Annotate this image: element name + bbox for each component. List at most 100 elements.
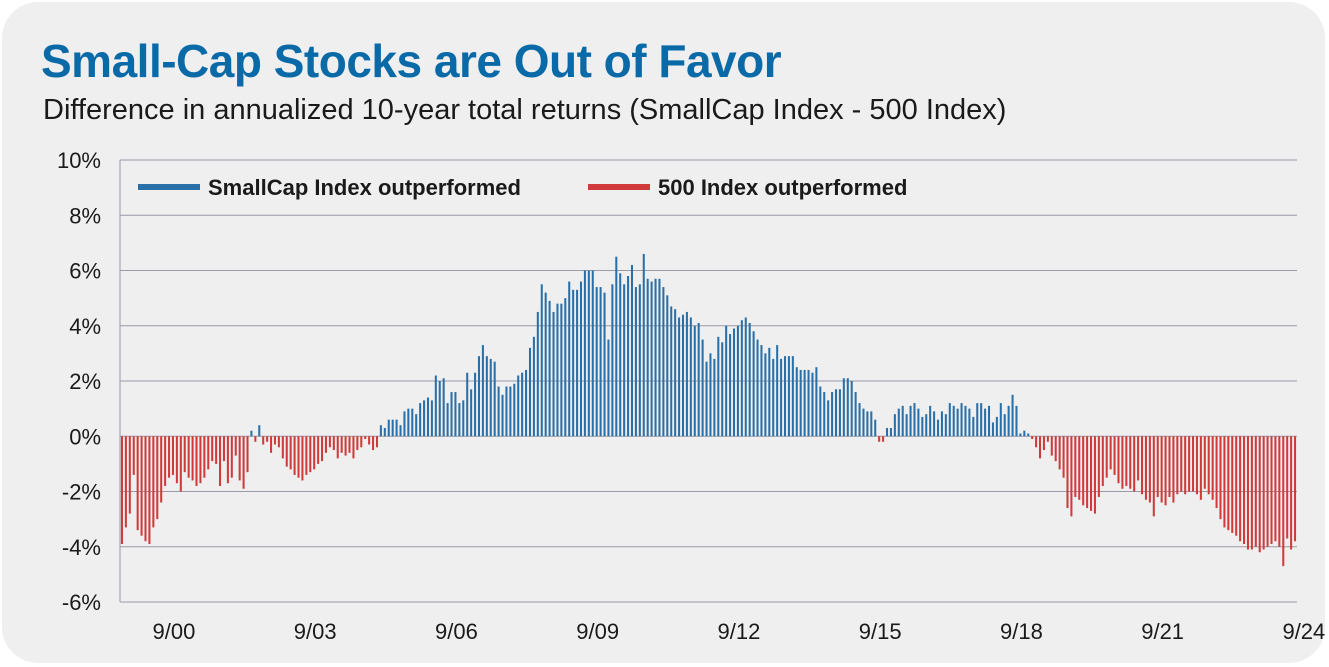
bar: [630, 264, 634, 437]
bar: [1113, 436, 1116, 475]
bar: [426, 397, 429, 437]
y-tick-label: 6%: [69, 259, 101, 284]
bar: [148, 436, 151, 544]
bar: [1168, 436, 1171, 498]
bar: [901, 405, 904, 437]
bar: [215, 436, 218, 464]
bar: [1172, 436, 1175, 503]
bar: [744, 317, 747, 437]
bar: [615, 256, 618, 437]
bar: [136, 436, 139, 531]
bar: [1058, 436, 1061, 470]
bar: [1137, 436, 1140, 481]
bar: [732, 328, 736, 437]
bar: [1160, 436, 1163, 503]
bar: [1054, 436, 1057, 462]
bar: [281, 436, 284, 459]
bar: [658, 278, 661, 437]
bar: [552, 311, 555, 437]
bar: [336, 436, 339, 459]
bar: [509, 386, 512, 437]
bar: [544, 292, 547, 437]
bar: [1262, 436, 1265, 550]
bar: [1278, 436, 1281, 547]
bar: [627, 276, 630, 437]
bar: [1144, 436, 1147, 500]
legend-swatch: [138, 184, 200, 190]
bar: [850, 381, 853, 437]
bar: [168, 436, 171, 478]
bar: [831, 392, 834, 437]
bar: [1141, 436, 1144, 495]
bar: [803, 369, 806, 437]
bar: [666, 295, 669, 437]
bar: [1180, 436, 1183, 492]
x-tick-label: 9/00: [153, 619, 196, 644]
bar: [905, 414, 908, 437]
bar: [1294, 436, 1297, 542]
bar: [909, 405, 912, 437]
bar: [517, 375, 520, 437]
bar: [1007, 405, 1010, 437]
bar: [933, 411, 936, 437]
bar: [1188, 436, 1191, 492]
bar: [611, 284, 614, 437]
bar: [646, 278, 649, 437]
bar: [670, 306, 673, 437]
bar: [403, 411, 406, 437]
bar: [999, 403, 1002, 437]
bar: [219, 436, 222, 486]
bar: [1023, 430, 1026, 437]
bar: [791, 356, 794, 437]
bar: [697, 322, 700, 437]
bar: [1090, 436, 1093, 511]
x-tick-label: 9/12: [718, 619, 761, 644]
bar: [250, 430, 253, 437]
bar: [936, 419, 940, 437]
y-tick-label: 0%: [69, 424, 101, 449]
bar: [1003, 414, 1006, 437]
bar: [211, 436, 214, 462]
bar: [893, 414, 896, 437]
x-tick-label: 9/15: [859, 619, 902, 644]
bar: [866, 411, 869, 437]
bar: [925, 414, 928, 437]
bar: [1254, 436, 1257, 547]
bar: [1117, 436, 1120, 484]
bar: [132, 436, 135, 475]
bar: [309, 436, 312, 473]
bar: [301, 436, 304, 481]
bar: [807, 369, 810, 437]
bar: [489, 358, 492, 437]
bar: [1125, 436, 1128, 486]
bar: [870, 411, 873, 437]
bar: [1239, 436, 1242, 542]
bar: [230, 436, 233, 478]
bar: [1082, 436, 1085, 506]
bar: [222, 436, 225, 462]
y-tick-label: -4%: [62, 535, 101, 560]
bar: [591, 270, 594, 437]
bar: [364, 436, 367, 440]
bar: [183, 436, 186, 473]
bar: [1207, 436, 1210, 495]
bar: [1105, 436, 1108, 478]
bar: [607, 339, 610, 437]
bar: [277, 436, 280, 448]
bar: [1042, 436, 1045, 451]
bar: [175, 436, 178, 484]
bar: [536, 311, 539, 437]
bar: [360, 436, 363, 448]
bar: [874, 419, 877, 437]
bar: [1176, 436, 1179, 495]
bar: [740, 320, 743, 437]
bar: [234, 436, 237, 456]
bar: [203, 436, 206, 478]
bar: [678, 317, 681, 437]
bar: [328, 436, 331, 448]
bar: [921, 416, 924, 437]
bar: [446, 403, 449, 437]
bar: [568, 281, 571, 437]
bar: [929, 405, 932, 437]
